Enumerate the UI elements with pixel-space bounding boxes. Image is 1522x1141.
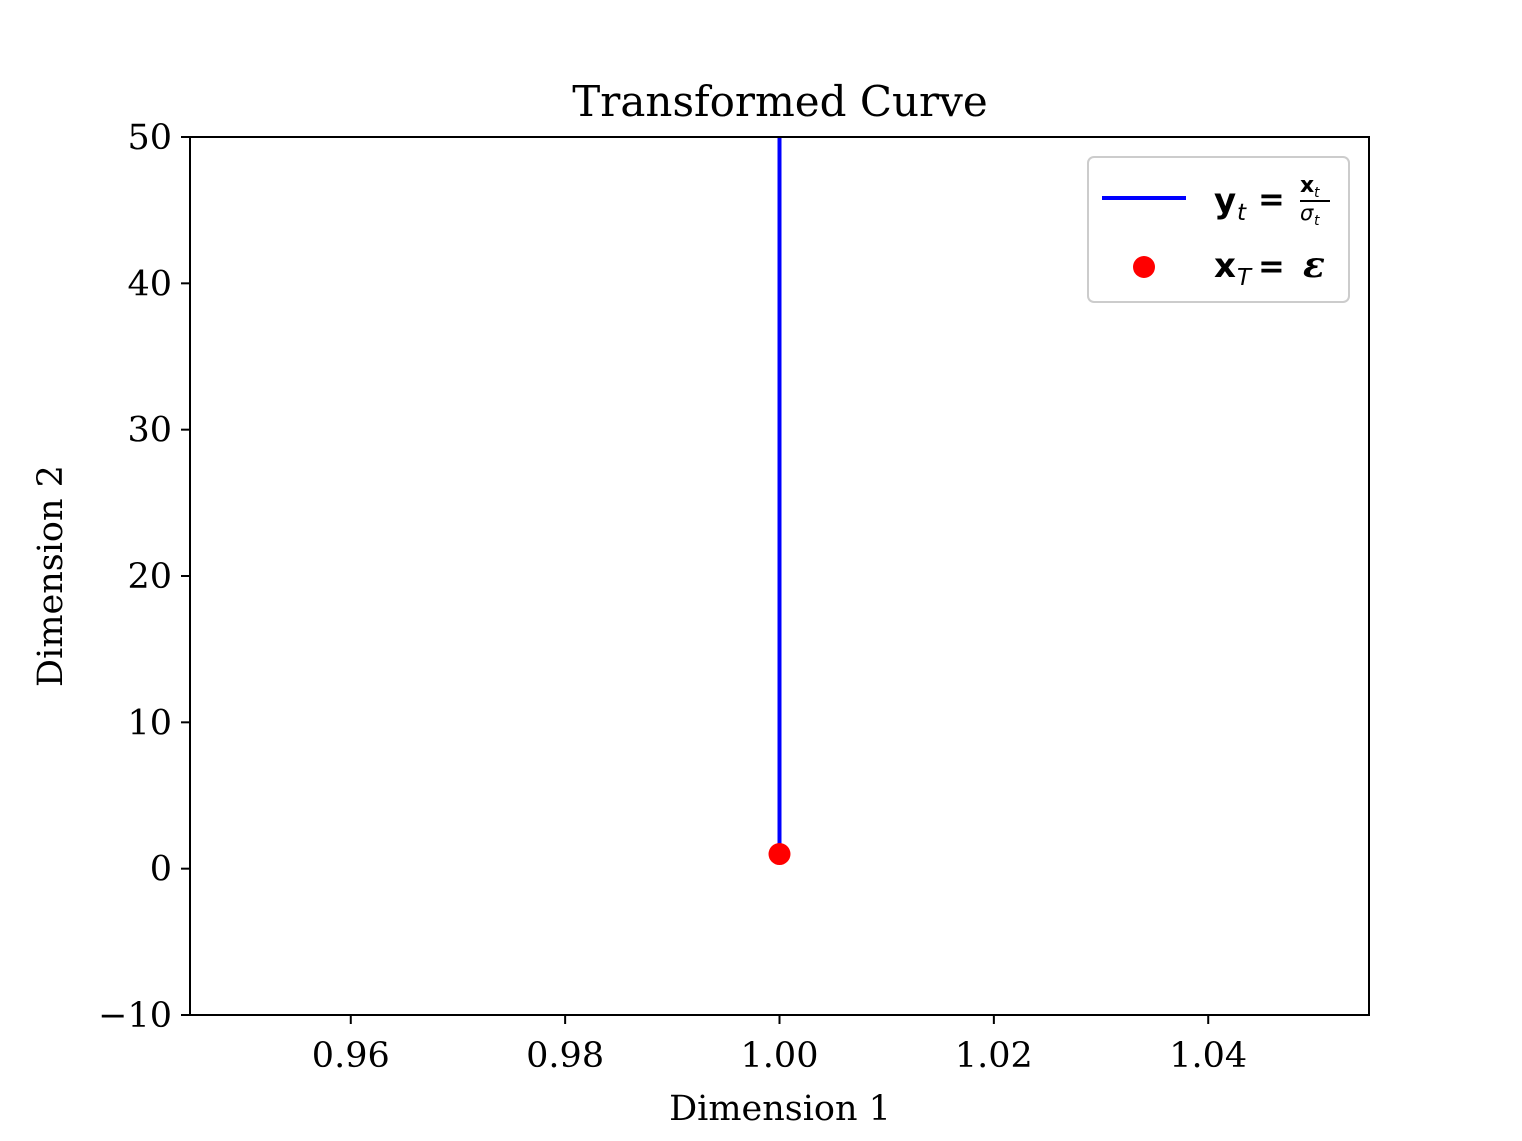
y-tick-label: 50 (127, 118, 172, 158)
data-layer (768, 137, 791, 866)
chart-title: Transformed Curve (572, 77, 987, 126)
y-tick-label: 10 (127, 703, 172, 743)
scatter-point (768, 843, 791, 866)
legend-entry-marker: x T = ε (1214, 244, 1325, 291)
y-axis-label: Dimension 2 (31, 465, 71, 687)
svg-text:=: = (1258, 180, 1285, 218)
svg-text:T: T (1237, 265, 1253, 291)
x-axis-label: Dimension 1 (669, 1089, 891, 1129)
y-tick-label: 40 (127, 264, 172, 304)
svg-text:σ: σ (1300, 201, 1314, 225)
x-tick-label: 0.98 (526, 1036, 604, 1076)
y-tick-label: 30 (127, 411, 172, 451)
svg-text:x: x (1214, 246, 1236, 286)
y-tick-label: −10 (98, 996, 172, 1036)
x-tick-label: 1.00 (741, 1036, 819, 1076)
svg-text:=: = (1258, 247, 1285, 285)
svg-text:x: x (1300, 173, 1314, 198)
x-tick-label: 1.02 (955, 1036, 1033, 1076)
y-tick-label: 0 (150, 850, 172, 890)
svg-text:ε: ε (1303, 244, 1325, 286)
svg-text:t: t (1314, 213, 1320, 229)
y-axis-ticks: −10 0 10 20 30 40 50 (98, 118, 190, 1036)
legend-entry-line: y t = x t σ t (1214, 173, 1330, 229)
svg-text:t: t (1237, 200, 1247, 226)
legend-marker-swatch (1133, 256, 1155, 278)
svg-text:y: y (1214, 181, 1236, 221)
x-tick-label: 0.96 (312, 1036, 390, 1076)
y-tick-label: 20 (127, 557, 172, 597)
x-tick-label: 1.04 (1169, 1036, 1247, 1076)
svg-text:t: t (1314, 185, 1320, 201)
legend: y t = x t σ t x T = ε (1087, 156, 1350, 303)
x-axis-ticks: 0.96 0.98 1.00 1.02 1.04 (312, 1015, 1247, 1076)
